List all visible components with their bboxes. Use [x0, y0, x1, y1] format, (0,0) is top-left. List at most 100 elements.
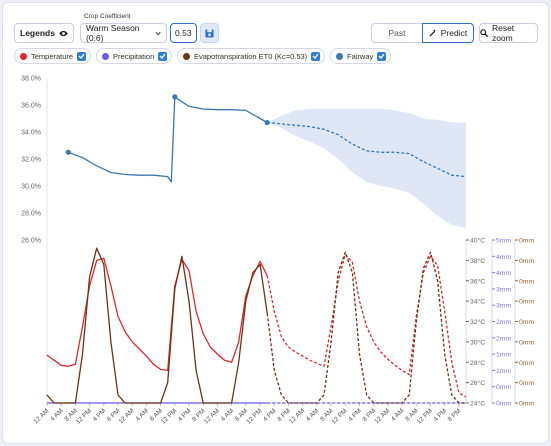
- y-tick-label: 34.0%: [21, 130, 41, 137]
- check-icon: [159, 53, 166, 59]
- temp-tick-label: 24°C: [470, 400, 485, 408]
- past-button[interactable]: Past: [371, 23, 423, 43]
- y-tick-label: 36.0%: [21, 103, 41, 110]
- fairway-line: [68, 96, 268, 183]
- series-line: [46, 247, 268, 404]
- x-tick-label: 12 PM: [330, 407, 348, 425]
- chevron: [155, 31, 161, 36]
- legend-item[interactable]: Evapotranspiration ET0 (Kc=0.53): [177, 48, 326, 64]
- temp-tick-label: 30°C: [470, 338, 485, 346]
- x-tick-label: 12 AM: [118, 407, 136, 425]
- x-tick-label: 4 AM: [49, 407, 64, 422]
- precip-tick-label: 1mm: [496, 352, 511, 359]
- fairway-point: [264, 119, 270, 126]
- x-tick-label: 8 PM: [447, 407, 463, 423]
- y-tick-label: 30.0%: [21, 184, 41, 191]
- et-tick-label: 0mm: [519, 339, 534, 346]
- confidence-band: [267, 109, 466, 228]
- precip-tick-label: 3mm: [496, 286, 511, 293]
- precip-tick-label: 2mm: [496, 335, 511, 342]
- fairway-point: [172, 94, 178, 100]
- legend-item[interactable]: Temperature: [14, 48, 92, 64]
- x-tick-label: 4 AM: [305, 407, 320, 422]
- temp-tick-label: 34°C: [470, 298, 485, 306]
- series-forecast-line: [266, 251, 466, 404]
- x-tick-label: 12 PM: [416, 407, 434, 425]
- y-tick-label: 28.0%: [21, 211, 41, 218]
- x-tick-label: 12 PM: [245, 407, 263, 425]
- precip-tick-label: 1mm: [496, 368, 511, 375]
- temp-tick-label: 26°C: [470, 379, 485, 387]
- series-forecast-line: [266, 253, 467, 398]
- x-tick-label: 4 PM: [262, 407, 278, 423]
- reset-zoom-button[interactable]: Reset zoom: [479, 23, 538, 43]
- temp-tick-label: 38°C: [470, 257, 485, 265]
- y-tick-label: 26.0%: [21, 238, 41, 245]
- legend-checkbox[interactable]: [77, 51, 87, 61]
- et-tick-label: 0mm: [519, 278, 534, 285]
- eye-icon: [59, 30, 68, 36]
- save-icon: [205, 28, 214, 38]
- x-tick-label: 4 PM: [177, 407, 193, 423]
- series-line: [46, 257, 268, 372]
- x-tick-label: 4 PM: [432, 407, 448, 423]
- legend-swatch: [20, 52, 27, 60]
- predict-label: Predict: [440, 28, 468, 38]
- x-tick-label: 12 PM: [75, 407, 93, 425]
- legend-checkbox[interactable]: [311, 51, 321, 61]
- check-icon: [312, 53, 319, 59]
- x-tick-label: 12 AM: [373, 407, 391, 425]
- y-tick-label: 38.0%: [21, 76, 41, 83]
- reset-zoom-label: Reset zoom: [491, 23, 515, 43]
- x-tick-label: 12 PM: [160, 407, 178, 425]
- legend-item[interactable]: Precipitation: [96, 48, 173, 64]
- legend-label: Temperature: [31, 51, 74, 61]
- check-icon: [78, 53, 85, 59]
- et-tick-label: 0mm: [519, 299, 534, 306]
- precip-tick-label: 2mm: [496, 319, 511, 326]
- precip-tick-label: 4mm: [496, 270, 511, 277]
- x-tick-label: 4 AM: [220, 407, 235, 422]
- temp-tick-label: 36°C: [470, 277, 485, 285]
- crop-select[interactable]: Warm Season (0.6): [80, 23, 167, 43]
- fairway-forecast-line: [267, 121, 467, 178]
- et-tick-label: 0mm: [519, 380, 534, 387]
- check-icon: [378, 53, 385, 59]
- et-tick-label: 0mm: [519, 319, 534, 326]
- legend-swatch: [183, 52, 190, 60]
- wand-icon: [429, 29, 437, 37]
- save-button[interactable]: [200, 23, 219, 43]
- precip-tick-label: 5mm: [496, 238, 511, 245]
- x-tick-label: 12 AM: [203, 407, 221, 425]
- fairway-point: [65, 149, 71, 155]
- zoom-icon: [480, 29, 488, 37]
- temp-tick-label: 28°C: [470, 359, 485, 367]
- crop-label: Crop Coefficient: [84, 13, 131, 20]
- y-tick-label: 32.0%: [21, 157, 41, 164]
- x-tick-label: 12 AM: [288, 407, 306, 425]
- legend-swatch: [336, 52, 343, 60]
- et-tick-label: 0mm: [519, 258, 534, 265]
- et-tick-label: 0mm: [519, 401, 534, 408]
- temp-tick-label: 32°C: [470, 318, 485, 326]
- precip-tick-label: 0mm: [496, 384, 511, 391]
- legend-swatch: [102, 52, 109, 60]
- predict-button[interactable]: Predict: [422, 23, 474, 43]
- chart: 26.0% 28.0% 30.0% 32.0% 34.0% 36.0% 38.0% 24°C 2…: [21, 76, 534, 426]
- et-tick-label: 0mm: [519, 238, 534, 245]
- legend-label: Evapotranspiration ET0 (Kc=0.53): [194, 51, 308, 61]
- legend-checkbox[interactable]: [377, 51, 387, 61]
- precip-tick-label: 0mm: [496, 401, 511, 408]
- precip-tick-label: 3mm: [496, 303, 511, 310]
- crop-select-value: Warm Season (0.6): [86, 23, 140, 43]
- temp-tick-label: 40°C: [470, 237, 485, 245]
- legend-checkbox[interactable]: [158, 51, 168, 61]
- legends-label: Legends: [20, 28, 55, 38]
- kc-input[interactable]: 0.53: [170, 23, 197, 43]
- x-tick-label: 4 AM: [134, 407, 149, 422]
- legend-label: Precipitation: [113, 51, 155, 61]
- kc-input-value: 0.53: [175, 28, 192, 38]
- legends-button[interactable]: Legends: [14, 23, 74, 43]
- x-tick-label: 4 PM: [347, 407, 363, 423]
- legend-item[interactable]: Fairway: [330, 48, 392, 64]
